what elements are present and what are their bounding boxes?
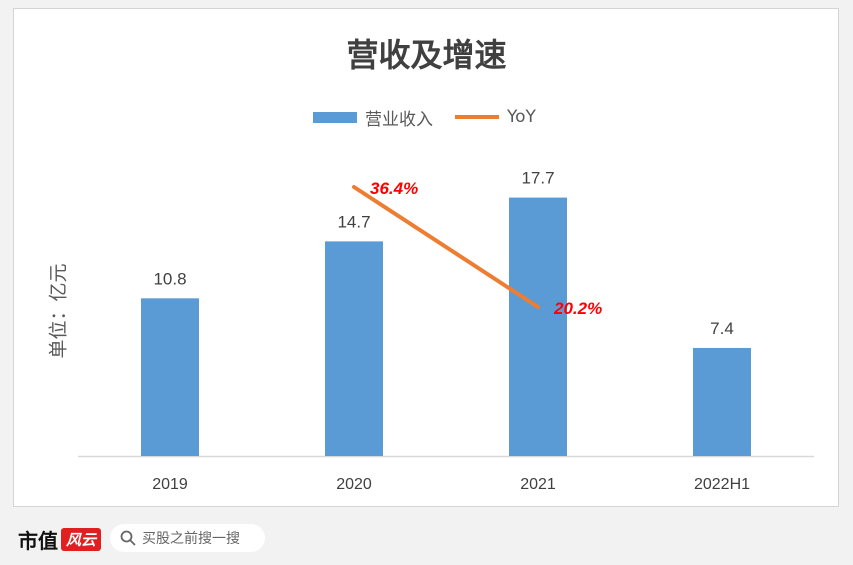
bar-2022H1 (693, 347, 751, 456)
yoy-label-2020: 36.4% (370, 179, 418, 198)
legend: 营业收入 YoY (313, 105, 536, 130)
bar-label-2021: 17.7 (521, 169, 554, 188)
yoy-label-2021: 20.2% (553, 299, 602, 318)
search-icon (120, 530, 136, 546)
bar-2021 (509, 197, 567, 456)
brand-logo[interactable]: 市值 风云 (18, 525, 102, 554)
legend-swatch-revenue (313, 111, 357, 123)
brand-name: 市值 (18, 529, 58, 553)
search-placeholder: 买股之前搜一搜 (142, 531, 240, 547)
bar-2019 (141, 298, 199, 456)
bar-label-2020: 14.7 (337, 212, 370, 231)
x-tick-label-2021: 2021 (520, 476, 556, 493)
legend-label-yoy: YoY (507, 107, 536, 127)
yoy-line (352, 185, 540, 309)
bar-label-2019: 10.8 (153, 269, 186, 288)
bar-2020 (325, 241, 383, 456)
x-tick-label-2019: 2019 (152, 476, 188, 493)
chart-title: 营收及增速 (346, 36, 507, 74)
x-tick-label-2020: 2020 (336, 476, 372, 493)
legend-label-revenue: 营业收入 (365, 109, 433, 130)
brand-badge: 风云 (61, 528, 102, 551)
search-box[interactable]: 买股之前搜一搜 (110, 524, 265, 552)
legend-swatch-yoy (455, 115, 499, 119)
bar-label-2022H1: 7.4 (710, 319, 734, 338)
x-tick-label-2022H1: 2022H1 (694, 476, 750, 493)
